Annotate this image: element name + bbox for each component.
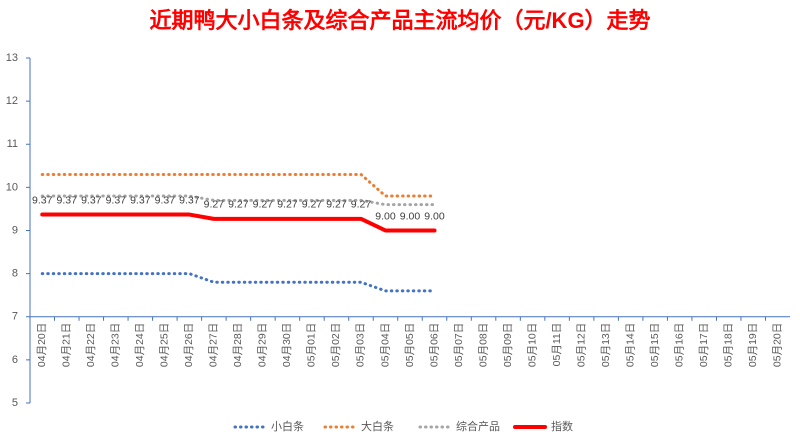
data-label: 9.37 bbox=[106, 194, 127, 206]
data-label: 9.27 bbox=[302, 199, 323, 211]
x-tick-label: 05月13日 bbox=[600, 323, 612, 367]
x-tick-label: 04月21日 bbox=[61, 323, 73, 367]
data-label: 9.27 bbox=[351, 199, 372, 211]
data-label: 9.27 bbox=[326, 199, 347, 211]
x-tick-label: 04月30日 bbox=[281, 323, 293, 367]
x-tick-label: 04月27日 bbox=[208, 323, 220, 367]
x-tick-label: 05月04日 bbox=[379, 323, 391, 367]
x-tick-label: 05月15日 bbox=[649, 323, 661, 367]
x-tick-label: 05月10日 bbox=[526, 323, 538, 367]
legend-label: 指数 bbox=[551, 419, 573, 433]
y-tick-label: 6 bbox=[12, 354, 18, 366]
x-tick-label: 05月06日 bbox=[428, 323, 440, 367]
y-tick-label: 5 bbox=[12, 397, 18, 409]
series-line bbox=[40, 172, 437, 198]
x-tick-label: 05月12日 bbox=[575, 323, 587, 367]
x-tick-label: 05月01日 bbox=[306, 323, 318, 367]
x-tick-label: 04月29日 bbox=[257, 323, 269, 367]
chart-title: 近期鸭大小白条及综合产品主流均价（元/KG）走势 bbox=[149, 8, 650, 33]
data-label: 9.27 bbox=[253, 199, 274, 211]
legend-label: 小白条 bbox=[271, 419, 304, 433]
y-tick-label: 9 bbox=[12, 224, 18, 236]
x-tick-label: 05月19日 bbox=[747, 323, 759, 367]
x-tick-label: 05月07日 bbox=[453, 323, 465, 367]
x-tick-label: 05月02日 bbox=[330, 323, 342, 367]
legend-label: 大白条 bbox=[361, 419, 394, 433]
x-tick-label: 05月16日 bbox=[673, 323, 685, 367]
series-line bbox=[40, 212, 437, 233]
data-label: 9.37 bbox=[32, 194, 53, 206]
x-tick-label: 04月25日 bbox=[159, 323, 171, 367]
data-label: 9.37 bbox=[57, 194, 78, 206]
x-tick-label: 04月28日 bbox=[232, 323, 244, 367]
data-label: 9.27 bbox=[228, 199, 249, 211]
y-tick-label: 13 bbox=[6, 52, 18, 64]
x-tick-label: 05月08日 bbox=[477, 323, 489, 367]
legend-label: 综合产品 bbox=[456, 419, 500, 433]
series-line bbox=[40, 194, 437, 207]
x-tick-label: 05月05日 bbox=[404, 323, 416, 367]
series-line bbox=[40, 272, 437, 293]
data-label: 9.37 bbox=[155, 194, 176, 206]
y-tick-label: 11 bbox=[7, 138, 18, 150]
data-label: 9.00 bbox=[400, 210, 421, 222]
data-label: 9.00 bbox=[424, 210, 445, 222]
data-label: 9.37 bbox=[81, 194, 102, 206]
x-tick-label: 04月23日 bbox=[110, 323, 122, 367]
data-label: 9.27 bbox=[277, 199, 298, 211]
x-tick-label: 04月22日 bbox=[85, 323, 97, 367]
x-tick-label: 05月17日 bbox=[698, 323, 710, 367]
data-label: 9.37 bbox=[179, 194, 200, 206]
x-tick-label: 04月26日 bbox=[183, 323, 195, 367]
x-tick-label: 05月20日 bbox=[772, 323, 784, 367]
x-tick-label: 05月14日 bbox=[624, 323, 636, 367]
x-tick-label: 05月09日 bbox=[502, 323, 514, 367]
y-tick-label: 12 bbox=[6, 95, 18, 107]
data-label: 9.27 bbox=[204, 199, 225, 211]
x-tick-label: 05月18日 bbox=[722, 323, 734, 367]
x-tick-label: 04月24日 bbox=[134, 323, 146, 367]
y-tick-label: 10 bbox=[6, 181, 18, 193]
data-label: 9.37 bbox=[130, 194, 151, 206]
y-tick-label: 8 bbox=[12, 268, 18, 280]
data-label: 9.00 bbox=[375, 210, 396, 222]
x-tick-label: 05月11日 bbox=[551, 323, 563, 367]
x-tick-label: 04月20日 bbox=[36, 323, 48, 367]
y-tick-label: 7 bbox=[12, 311, 18, 323]
x-tick-label: 05月03日 bbox=[355, 323, 367, 367]
